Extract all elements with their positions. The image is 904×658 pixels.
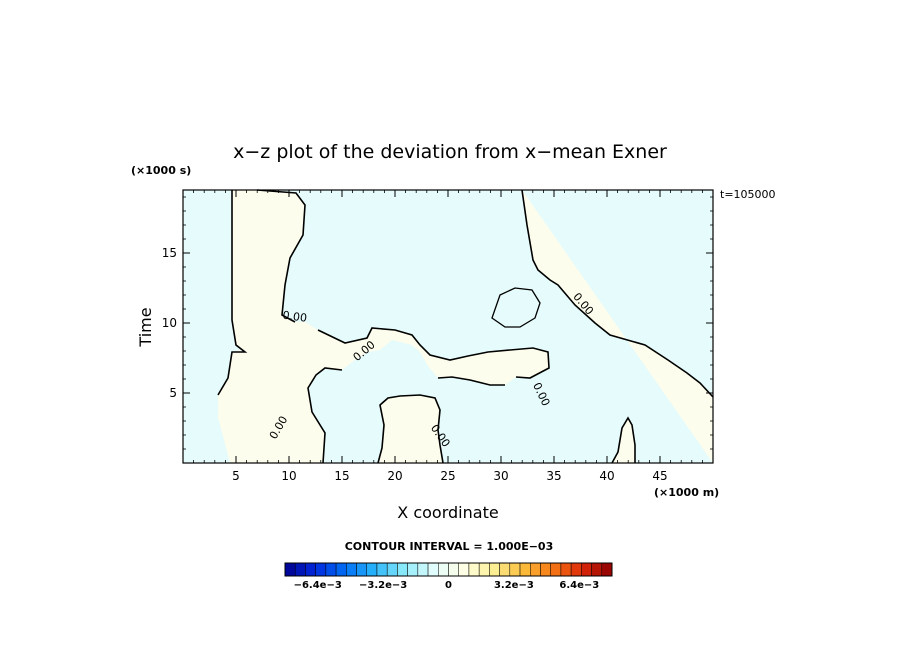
colorbar-cell	[468, 562, 480, 577]
x-axis-label: X coordinate	[397, 503, 498, 522]
colorbar-cell	[458, 562, 470, 577]
colorbar-tick-label: −6.4e−3	[294, 580, 342, 591]
colorbar-cell	[478, 562, 490, 577]
colorbar-cell	[294, 562, 306, 577]
x-axis-ticks: 5 10 15 20 25 30 35 40 45	[193, 190, 703, 483]
y-tick-label: 5	[169, 386, 177, 400]
colorbar-cell	[346, 562, 357, 577]
colorbar-cell	[335, 562, 347, 577]
colorbar-cell	[540, 562, 551, 577]
colorbar-cell	[509, 562, 521, 577]
chart-title: x−z plot of the deviation from x−mean Ex…	[233, 141, 667, 163]
colorbar	[284, 562, 613, 577]
contour-line-right-lower	[217, 190, 248, 396]
positive-region	[218, 190, 713, 463]
colorbar-cell	[325, 562, 337, 577]
contour-line-bump-right	[611, 416, 636, 464]
x-tick-label: 30	[493, 469, 508, 483]
colorbar-cell	[427, 562, 439, 577]
y-axis-ticks: 5 10 15	[162, 196, 713, 450]
y-axis-unit: (×1000 s)	[131, 164, 191, 177]
colorbar-cell	[397, 562, 408, 577]
colorbar-cell	[499, 562, 511, 577]
colorbar-tick-labels: −6.4e−3 −3.2e−3 0 3.2e−3 6.4e−3	[294, 580, 600, 591]
contour-line-main	[256, 189, 550, 464]
plot-area: 0.000.000.00 0.000.000.00 5 10 15 20 25 30 35 40…	[162, 189, 714, 483]
y-tick-label: 10	[162, 316, 177, 330]
contour-line-small-loop	[491, 287, 541, 328]
colorbar-cell	[417, 562, 429, 577]
colorbar-tick-label: −3.2e−3	[359, 580, 407, 591]
colorbar-cell	[550, 562, 562, 577]
colorbar-tick-label: 6.4e−3	[559, 580, 599, 591]
colorbar-cell	[489, 562, 500, 577]
colorbar-cell	[591, 562, 603, 577]
colorbar-cell	[570, 562, 582, 577]
x-tick-label: 5	[232, 469, 240, 483]
colorbar-cell	[366, 562, 378, 577]
contour-line-right-upper	[521, 189, 714, 398]
x-tick-label: 25	[440, 469, 455, 483]
colorbar-cell	[407, 562, 419, 577]
time-stamp: t=105000	[720, 188, 776, 201]
x-tick-label: 35	[546, 469, 561, 483]
contour-label: 0.00	[282, 309, 308, 325]
colorbar-cell	[386, 562, 398, 577]
colorbar-cell	[448, 562, 459, 577]
x-axis-unit: (×1000 m)	[654, 486, 719, 499]
x-tick-label: 15	[334, 469, 349, 483]
colorbar-cell	[376, 562, 388, 577]
colorbar-tick-label: 3.2e−3	[494, 580, 534, 591]
colorbar-cell	[315, 562, 327, 577]
colorbar-cell	[284, 562, 296, 577]
x-tick-label: 45	[652, 469, 667, 483]
x-tick-label: 10	[281, 469, 296, 483]
y-tick-label: 15	[162, 246, 177, 260]
colorbar-cell	[438, 562, 449, 577]
x-tick-label: 40	[599, 469, 614, 483]
colorbar-tick-label: 0	[445, 580, 452, 591]
x-tick-label: 20	[387, 469, 402, 483]
colorbar-cell	[519, 562, 531, 577]
contour-interval-label: CONTOUR INTERVAL = 1.000E−03	[345, 540, 554, 553]
colorbar-cell	[530, 562, 541, 577]
y-axis-label: Time	[136, 307, 155, 347]
colorbar-cell	[560, 562, 572, 577]
colorbar-cell	[601, 562, 613, 577]
colorbar-cell	[356, 562, 367, 577]
colorbar-frame	[284, 562, 613, 577]
colorbar-cell	[305, 562, 316, 577]
colorbar-cell	[581, 562, 592, 577]
